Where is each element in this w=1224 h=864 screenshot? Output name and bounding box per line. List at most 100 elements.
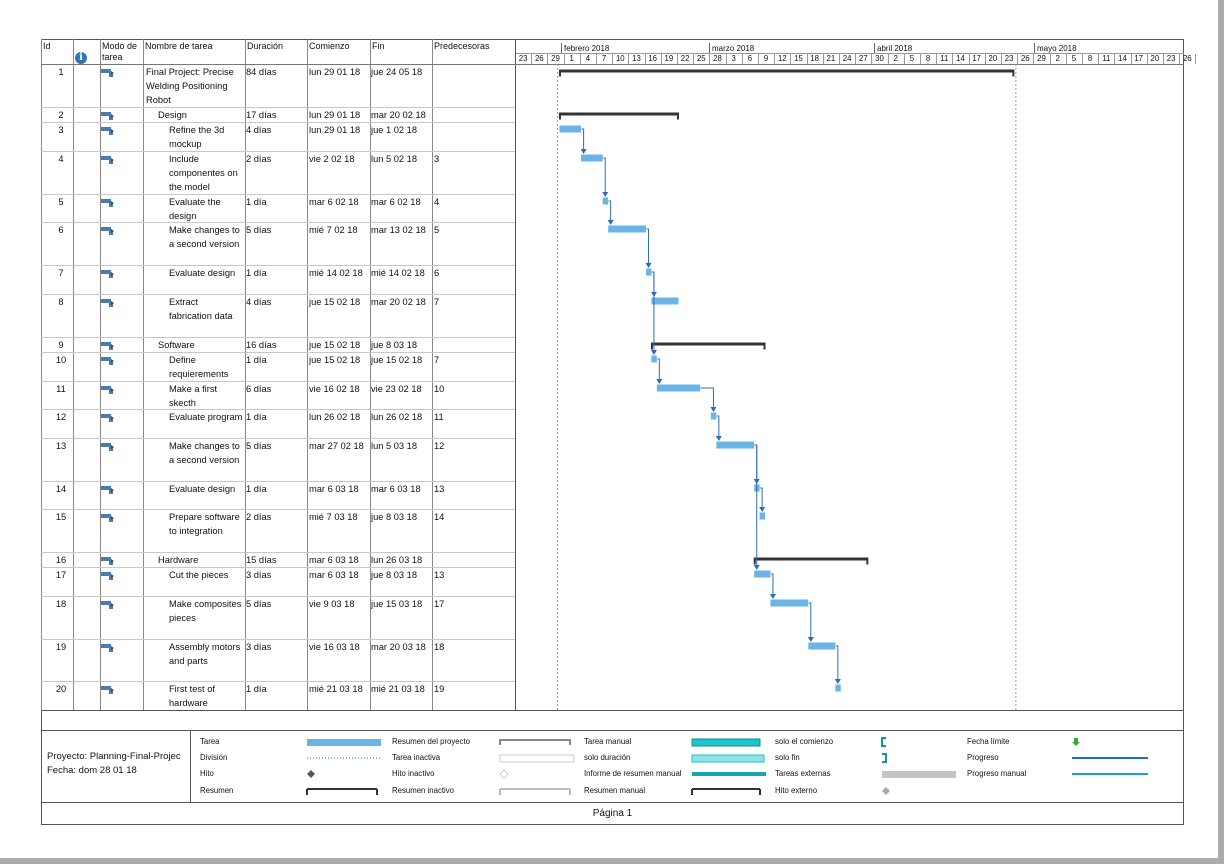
header-start[interactable]: Comienzo — [309, 41, 350, 51]
task-start[interactable]: mié 21 03 18 — [309, 684, 363, 694]
task-name[interactable]: Extract fabrication data — [169, 297, 233, 322]
task-start[interactable]: mié 14 02 18 — [309, 268, 363, 278]
task-start[interactable]: lun 29 01 18 — [309, 110, 361, 120]
task-start[interactable]: jue 15 02 18 — [309, 297, 361, 307]
task-finish[interactable]: mar 13 02 18 — [371, 225, 426, 235]
task-finish[interactable]: jue 8 03 18 — [371, 512, 418, 522]
header-predecessors[interactable]: Predecesoras — [434, 41, 490, 51]
header-name[interactable]: Nombre de tarea — [145, 41, 213, 51]
task-start[interactable]: mar 6 02 18 — [309, 197, 359, 207]
task-finish[interactable]: mié 14 02 18 — [371, 268, 425, 278]
task-finish[interactable]: mié 21 03 18 — [371, 684, 425, 694]
task-name[interactable]: Evaluate design — [169, 484, 236, 494]
task-name[interactable]: Evaluate the design — [169, 197, 221, 222]
task-start[interactable]: vie 16 03 18 — [309, 642, 360, 652]
task-name[interactable]: Make a first skecth — [169, 384, 218, 409]
task-predecessors[interactable] — [434, 123, 494, 151]
task-name[interactable]: Hardware — [158, 555, 199, 565]
task-predecessors[interactable]: 13 — [434, 570, 445, 580]
task-duration[interactable]: 1 día — [246, 268, 267, 278]
task-finish[interactable]: jue 8 03 18 — [371, 570, 418, 580]
task-start[interactable]: mar 6 03 18 — [309, 555, 359, 565]
task-name[interactable]: Make composites pieces — [169, 599, 242, 624]
task-duration[interactable]: 5 días — [246, 441, 272, 451]
task-predecessors[interactable]: 7 — [434, 355, 440, 365]
task-start[interactable]: mar 27 02 18 — [309, 441, 364, 451]
task-duration[interactable]: 3 días — [246, 642, 272, 652]
task-finish[interactable]: mar 20 03 18 — [371, 642, 426, 652]
task-predecessors[interactable]: 13 — [434, 484, 445, 494]
task-finish[interactable]: mar 20 02 18 — [371, 297, 426, 307]
task-name[interactable]: Design — [158, 110, 187, 120]
header-id[interactable]: Id — [43, 41, 51, 51]
task-duration[interactable]: 2 días — [246, 512, 272, 522]
task-duration[interactable]: 15 días — [246, 555, 277, 565]
task-start[interactable]: vie 16 02 18 — [309, 384, 360, 394]
task-predecessors[interactable]: 12 — [434, 441, 445, 451]
task-finish[interactable]: mar 6 03 18 — [371, 484, 421, 494]
task-duration[interactable]: 1 día — [246, 355, 267, 365]
task-finish[interactable]: lun 26 02 18 — [371, 412, 423, 422]
task-predecessors[interactable]: 7 — [434, 297, 440, 307]
task-name[interactable]: Include componentes on the model — [169, 154, 238, 193]
task-start[interactable]: lun 29 01 18 — [309, 67, 361, 77]
task-finish[interactable]: mar 20 02 18 — [371, 110, 426, 120]
task-start[interactable]: mar 6 03 18 — [309, 484, 359, 494]
task-predecessors[interactable] — [434, 553, 494, 567]
task-name[interactable]: Assembly motors and parts — [169, 642, 241, 667]
task-name[interactable]: Software — [158, 340, 195, 350]
task-name[interactable]: Define requierements — [169, 355, 229, 380]
task-duration[interactable]: 1 día — [246, 684, 267, 694]
header-duration[interactable]: Duración — [247, 41, 284, 51]
header-finish[interactable]: Fin — [372, 41, 385, 51]
task-predecessors[interactable]: 5 — [434, 225, 440, 235]
task-name[interactable]: Final Project: Precise Welding Positioni… — [146, 67, 234, 106]
task-start[interactable]: jue 15 02 18 — [309, 355, 361, 365]
task-start[interactable]: vie 9 03 18 — [309, 599, 355, 609]
task-predecessors[interactable]: 10 — [434, 384, 445, 394]
task-start[interactable]: lun 26 02 18 — [309, 412, 361, 422]
task-predecessors[interactable]: 19 — [434, 684, 445, 694]
task-duration[interactable]: 1 día — [246, 197, 267, 207]
task-finish[interactable]: lun 5 03 18 — [371, 441, 418, 451]
task-name[interactable]: Evaluate design — [169, 268, 236, 278]
task-predecessors[interactable]: 11 — [434, 412, 444, 422]
task-duration[interactable]: 2 días — [246, 154, 272, 164]
task-start[interactable]: mar 6 03 18 — [309, 570, 359, 580]
task-finish[interactable]: jue 1 02 18 — [371, 125, 418, 135]
task-duration[interactable]: 4 días — [246, 297, 272, 307]
task-duration[interactable]: 3 días — [246, 570, 272, 580]
header-mode[interactable]: Modo de tarea — [102, 41, 138, 62]
task-start[interactable]: mié 7 03 18 — [309, 512, 358, 522]
task-duration[interactable]: 84 días — [246, 67, 277, 77]
task-name[interactable]: Make changes to a second version — [169, 225, 240, 250]
task-name[interactable]: Cut the pieces — [169, 570, 229, 580]
task-predecessors[interactable]: 18 — [434, 642, 445, 652]
task-start[interactable]: lun 29 01 18 — [309, 125, 361, 135]
task-predecessors[interactable]: 4 — [434, 197, 440, 207]
task-duration[interactable]: 1 día — [246, 484, 267, 494]
task-name[interactable]: Make changes to a second version — [169, 441, 240, 466]
task-duration[interactable]: 1 día — [246, 412, 267, 422]
task-finish[interactable]: jue 24 05 18 — [371, 67, 423, 77]
task-duration[interactable]: 5 días — [246, 599, 272, 609]
task-predecessors[interactable] — [434, 108, 494, 122]
task-predecessors[interactable] — [434, 65, 494, 107]
task-finish[interactable]: jue 8 03 18 — [371, 340, 418, 350]
task-predecessors[interactable]: 6 — [434, 268, 440, 278]
task-duration[interactable]: 17 días — [246, 110, 277, 120]
task-finish[interactable]: mar 6 02 18 — [371, 197, 421, 207]
task-name[interactable]: Prepare software to integration — [169, 512, 240, 537]
task-start[interactable]: jue 15 02 18 — [309, 340, 361, 350]
task-duration[interactable]: 4 días — [246, 125, 272, 135]
task-start[interactable]: mié 7 02 18 — [309, 225, 358, 235]
task-predecessors[interactable] — [434, 338, 494, 352]
task-finish[interactable]: vie 23 02 18 — [371, 384, 422, 394]
task-finish[interactable]: jue 15 03 18 — [371, 599, 423, 609]
task-finish[interactable]: jue 15 02 18 — [371, 355, 423, 365]
task-predecessors[interactable]: 3 — [434, 154, 440, 164]
task-predecessors[interactable]: 14 — [434, 512, 445, 522]
task-name[interactable]: First test of hardware — [169, 684, 215, 709]
task-predecessors[interactable]: 17 — [434, 599, 445, 609]
task-finish[interactable]: lun 26 03 18 — [371, 555, 423, 565]
